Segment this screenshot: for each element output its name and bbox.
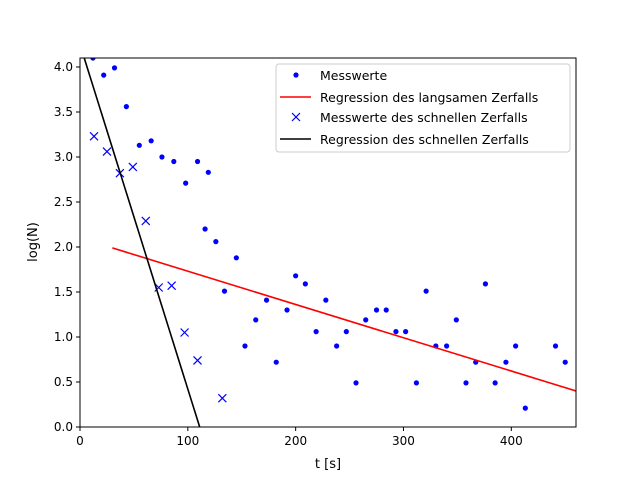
series-0-point [159, 154, 165, 160]
series-2-cross [167, 281, 177, 291]
series-0-point [302, 281, 308, 287]
series-0-point [242, 343, 248, 349]
series-0-point [171, 158, 177, 165]
series-0-point [202, 226, 208, 232]
y-tick-label: 0.5 [54, 375, 73, 389]
y-axis-label: log(N) [26, 222, 41, 262]
series-0-point [503, 359, 509, 365]
legend-label-langsam: Regression des langsamen Zerfalls [320, 90, 538, 105]
series-1-line [112, 247, 576, 392]
series-2-cross [128, 162, 138, 172]
series-0-point [383, 307, 389, 313]
y-tick-label: 0.0 [54, 420, 73, 434]
x-tick-label: 300 [392, 434, 415, 448]
series-0-point [393, 329, 399, 335]
x-tick-label: 0 [76, 434, 84, 448]
legend-marker-schnell-messwerte [291, 112, 301, 122]
series-0-point [273, 359, 279, 365]
x-tick-label: 200 [284, 434, 307, 448]
series-2-cross [193, 355, 202, 365]
series-0-point [373, 307, 380, 313]
series-0-point [148, 138, 154, 144]
series-0-point [522, 405, 528, 411]
series-2-cross [102, 147, 112, 157]
series-0-point [90, 58, 96, 61]
series-2-cross [141, 216, 151, 226]
y-axis: 0.0 0.5 1.0 1.5 2.0 2.5 3.0 3.5 4.0 [54, 60, 80, 434]
series-0-point [263, 297, 270, 303]
series-0-point [233, 255, 239, 261]
plot-frame [79, 57, 577, 428]
y-tick-label: 1.5 [54, 285, 73, 299]
series-0-point [323, 297, 329, 303]
x-axis-label: t [s] [315, 457, 341, 472]
series-0-point [353, 380, 359, 386]
series-0-point [363, 317, 369, 323]
legend-label-schnell: Regression des schnellen Zerfalls [320, 132, 529, 147]
y-tick-label: 2.0 [54, 240, 73, 254]
legend-box [275, 63, 571, 153]
y-tick-label: 2.5 [54, 195, 73, 209]
series-0-point [205, 169, 211, 175]
x-axis: 0 100 200 300 400 [76, 427, 523, 448]
legend-label-schnell-messwerte: Messwerte des schnellen Zerfalls [320, 110, 528, 125]
x-tick-label: 400 [500, 434, 523, 448]
x-tick-label: 100 [176, 434, 199, 448]
legend: Messwerte Regression des langsamen Zerfa… [275, 63, 571, 153]
series-0-point [293, 273, 299, 279]
series-0-point [413, 380, 420, 386]
legend-label-messwerte: Messwerte [320, 68, 387, 83]
series-layer [83, 58, 576, 427]
series-0-point [194, 158, 201, 165]
series-0-point [111, 65, 118, 71]
series-0-point [552, 343, 559, 349]
series-0-point [513, 343, 519, 349]
series-0-point [463, 380, 469, 386]
y-tick-label: 3.0 [54, 150, 73, 164]
series-0-point [253, 317, 259, 323]
series-2-cross [217, 393, 227, 403]
series-0-point [313, 329, 319, 335]
series-0-point [101, 72, 107, 78]
series-0-point [492, 380, 498, 386]
series-0-point [562, 359, 568, 365]
series-0-point [284, 307, 290, 313]
series-2-cross [180, 328, 190, 337]
series-0-point [221, 288, 228, 294]
series-0-point [403, 329, 409, 335]
y-tick-label: 1.0 [54, 330, 73, 344]
series-0-point [123, 104, 129, 110]
y-tick-label: 3.5 [54, 105, 73, 119]
series-0-point [343, 329, 349, 335]
legend-marker-messwerte [293, 72, 299, 78]
series-0-point [482, 281, 489, 287]
series-0-point [453, 317, 459, 323]
y-tick-label: 4.0 [54, 60, 73, 74]
series-0-point [444, 343, 450, 349]
series-3-line [83, 58, 201, 427]
series-0-point [334, 343, 340, 349]
series-0-point [136, 142, 142, 148]
series-0-point [183, 180, 189, 186]
series-2-cross [89, 131, 99, 141]
series-0-point [213, 239, 219, 245]
series-0-point [423, 288, 429, 294]
